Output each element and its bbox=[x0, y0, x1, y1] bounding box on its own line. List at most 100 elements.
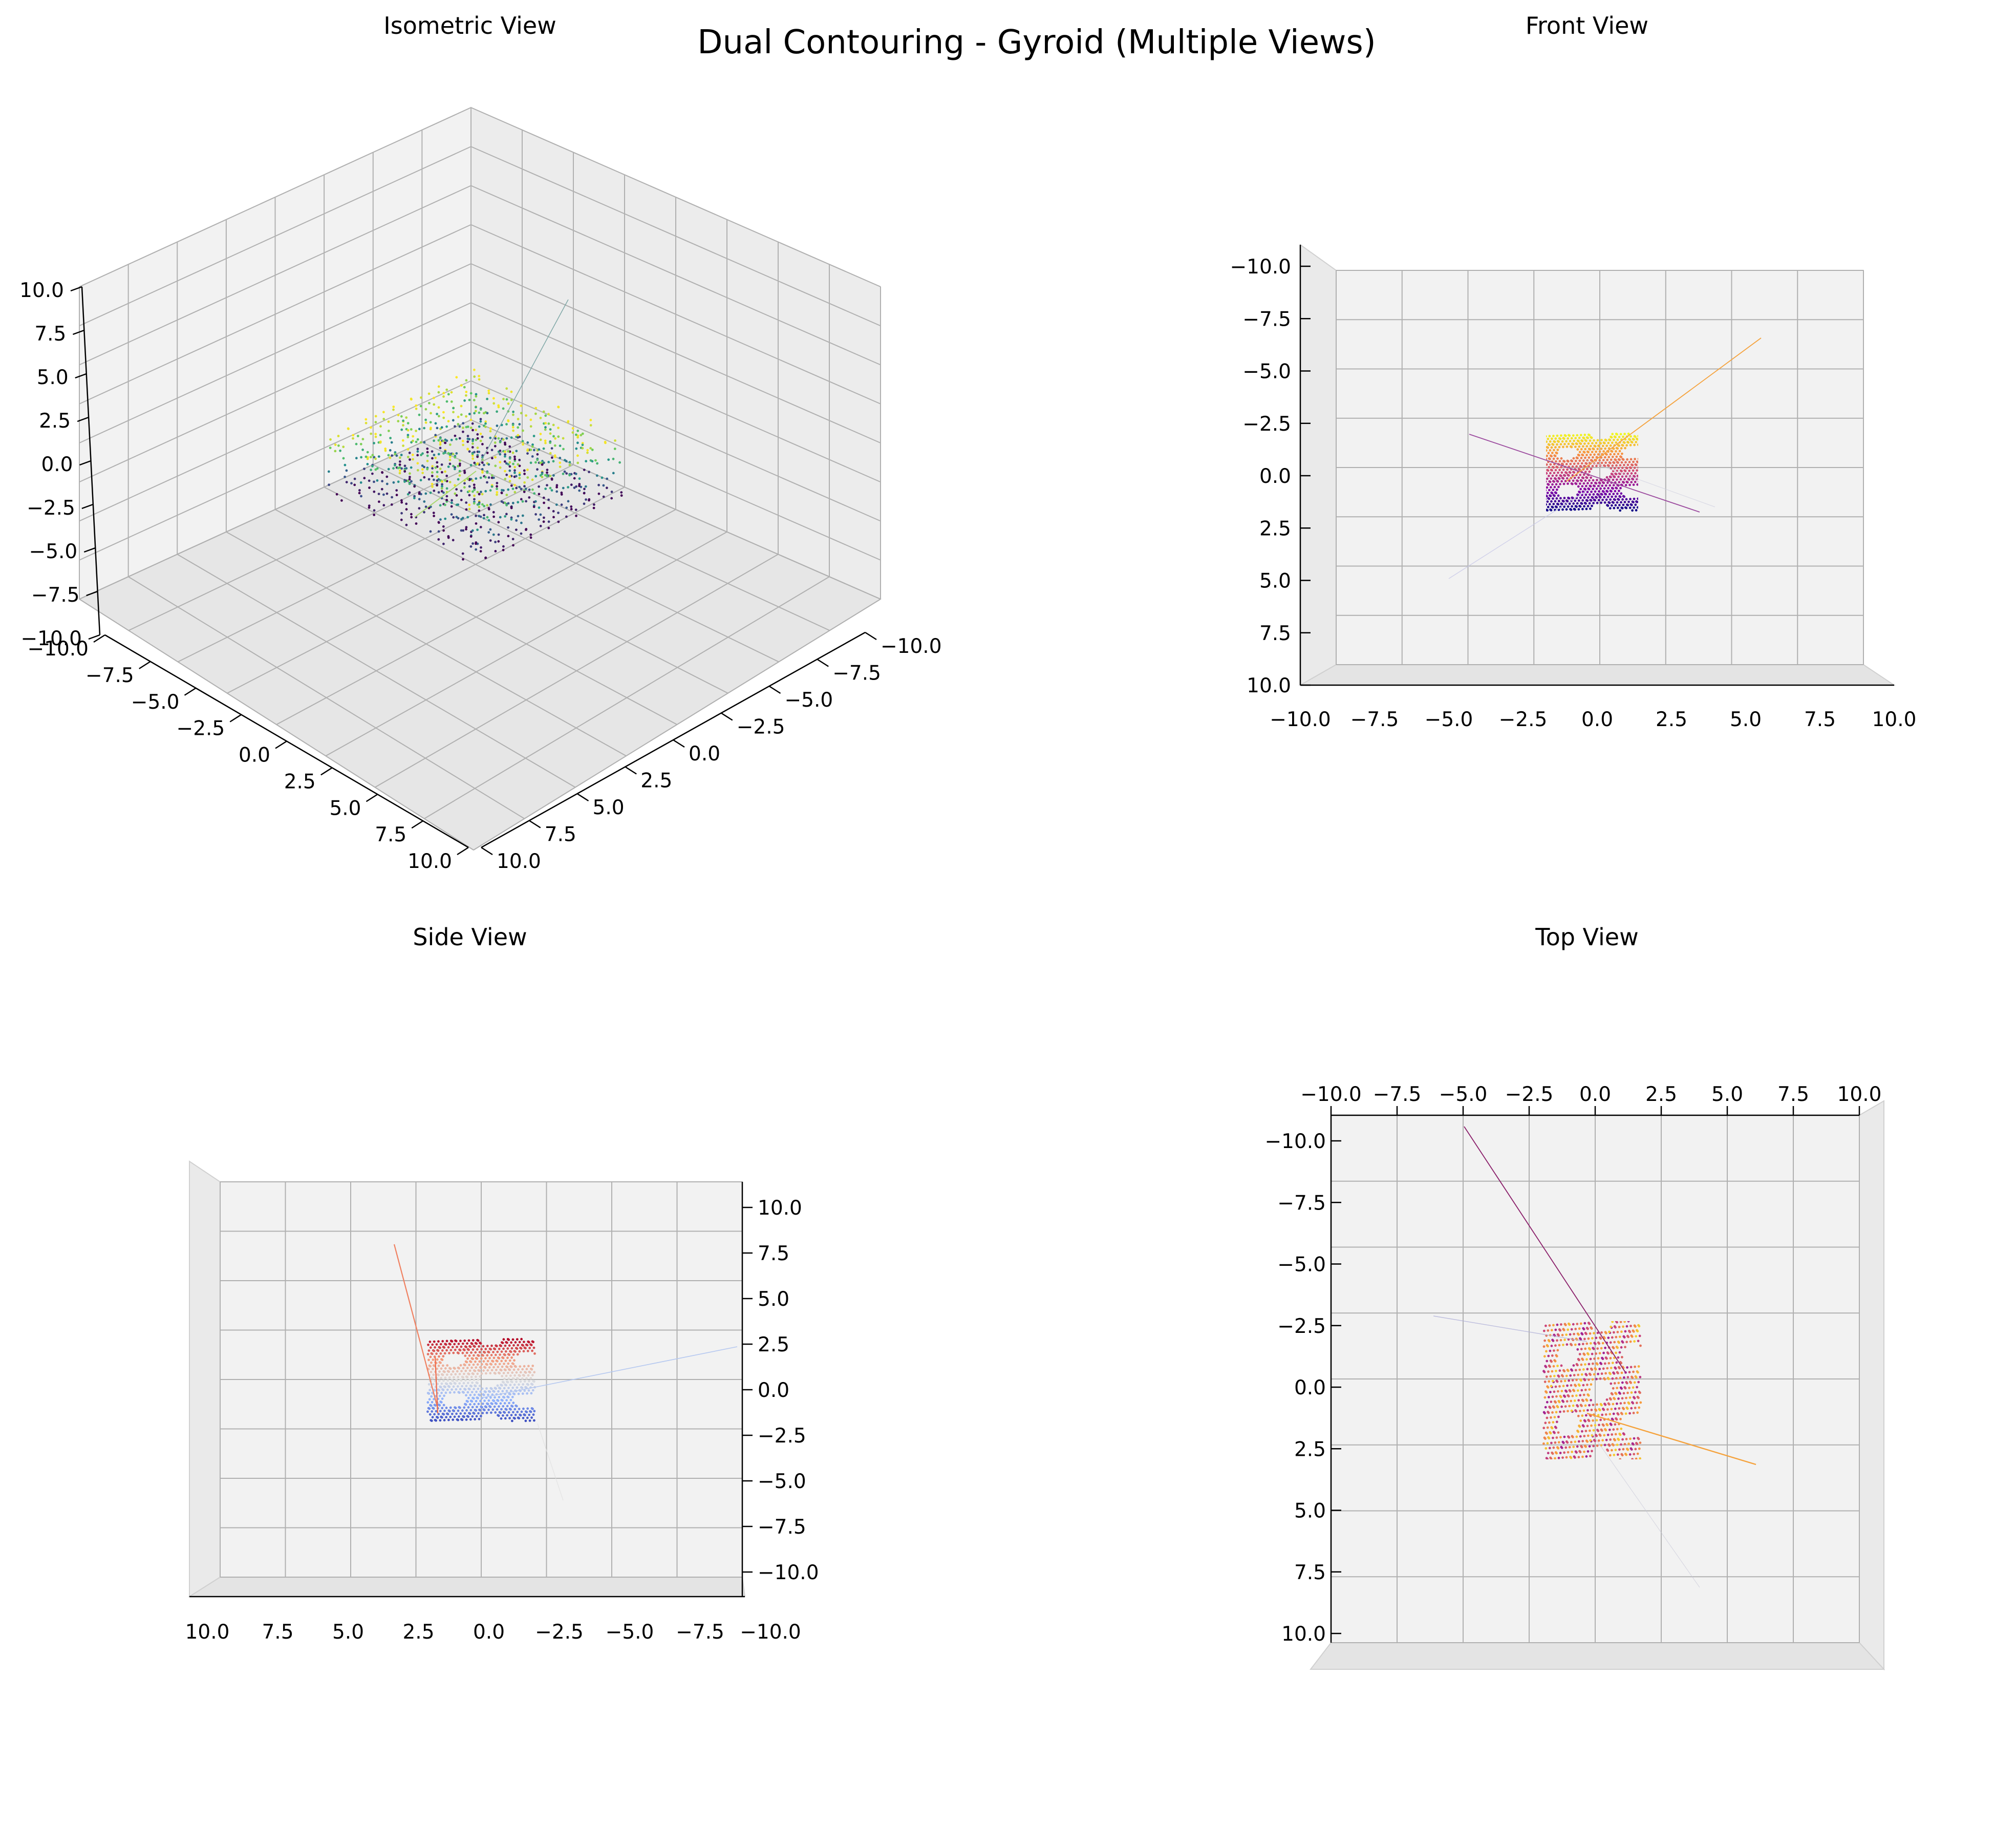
iso-mesh-vertex bbox=[410, 480, 413, 483]
side-mesh-vertex bbox=[512, 1353, 515, 1356]
front-mesh-vertex bbox=[1613, 453, 1616, 456]
iso-mesh-vertex bbox=[344, 463, 347, 466]
top-mesh-vertex bbox=[1560, 1405, 1563, 1408]
iso-mesh-vertex bbox=[494, 441, 497, 444]
side-mesh-vertex bbox=[446, 1379, 449, 1382]
iso-mesh-vertex bbox=[592, 506, 595, 509]
front-mesh-vertex bbox=[1591, 464, 1594, 468]
front-mesh-vertex bbox=[1567, 442, 1570, 445]
iso-mesh-vertex bbox=[389, 437, 392, 439]
front-mesh-vertex bbox=[1583, 487, 1586, 491]
front-mesh-vertex bbox=[1625, 498, 1628, 501]
side-mesh-vertex bbox=[433, 1404, 436, 1407]
side-mesh-vertex bbox=[522, 1383, 525, 1386]
iso-mesh-vertex bbox=[410, 466, 413, 469]
iso-mesh-vertex bbox=[450, 513, 453, 516]
iso-mesh-vertex bbox=[389, 449, 392, 452]
top-mesh-vertex bbox=[1578, 1450, 1581, 1453]
side-mesh-vertex bbox=[462, 1367, 465, 1370]
front-mesh-vertex bbox=[1593, 444, 1596, 448]
iso-mesh-vertex bbox=[515, 486, 518, 490]
top-mesh-vertex bbox=[1571, 1435, 1574, 1438]
side-mesh-vertex bbox=[476, 1372, 479, 1375]
side-mesh-vertex bbox=[489, 1363, 492, 1365]
front-mesh-vertex bbox=[1633, 497, 1636, 500]
front-mesh-vertex bbox=[1633, 466, 1636, 469]
iso-mesh-vertex bbox=[436, 413, 438, 415]
iso-z-tick bbox=[79, 460, 91, 466]
top-mesh-vertex bbox=[1553, 1333, 1556, 1336]
iso-mesh-vertex bbox=[347, 427, 350, 430]
side-mesh-vertex bbox=[469, 1418, 472, 1421]
top-mesh-vertex bbox=[1601, 1356, 1603, 1360]
iso-mesh-vertex bbox=[444, 503, 446, 506]
front-mesh-vertex bbox=[1580, 502, 1583, 505]
front-mesh-vertex bbox=[1552, 494, 1555, 497]
front-mesh-vertex bbox=[1617, 475, 1620, 478]
iso-mesh-vertex bbox=[327, 470, 330, 473]
front-mesh-vertex bbox=[1619, 486, 1622, 490]
top-mesh-vertex bbox=[1573, 1455, 1576, 1458]
top-mesh-vertex bbox=[1620, 1330, 1623, 1333]
iso-mesh-vertex bbox=[491, 457, 494, 460]
front-mesh-vertex bbox=[1546, 440, 1548, 443]
side-mesh-vertex bbox=[461, 1409, 464, 1412]
front-mesh-vertex bbox=[1631, 509, 1634, 512]
front-mesh-vertex bbox=[1628, 470, 1631, 472]
side-mesh-vertex bbox=[506, 1414, 509, 1417]
iso-mesh-vertex bbox=[424, 418, 427, 421]
side-mesh-vertex bbox=[448, 1367, 451, 1370]
top-mesh-vertex bbox=[1625, 1396, 1627, 1399]
iso-x-tick bbox=[93, 634, 105, 643]
front-mesh-vertex bbox=[1546, 508, 1548, 512]
iso-mesh-vertex bbox=[476, 433, 479, 436]
top-mesh-vertex bbox=[1556, 1405, 1559, 1408]
front-mesh-vertex bbox=[1558, 437, 1561, 440]
side-mesh-vertex bbox=[530, 1383, 533, 1386]
side-mesh-vertex bbox=[508, 1407, 511, 1410]
top-mesh-vertex bbox=[1604, 1331, 1607, 1334]
top-mesh-vertex bbox=[1627, 1321, 1630, 1323]
side-mesh-vertex bbox=[498, 1405, 500, 1408]
iso-z-tick bbox=[72, 329, 84, 335]
side-mesh-vertex bbox=[464, 1369, 467, 1372]
iso-mesh-vertex bbox=[437, 406, 440, 409]
iso-mesh-vertex bbox=[412, 439, 414, 442]
iso-mesh-vertex bbox=[458, 470, 461, 473]
iso-mesh-vertex bbox=[461, 439, 464, 442]
iso-mesh-vertex bbox=[433, 454, 436, 456]
front-stray-line bbox=[1566, 337, 1762, 482]
top-mesh-vertex bbox=[1570, 1368, 1573, 1371]
side-mesh-vertex bbox=[470, 1357, 474, 1360]
iso-mesh-vertex bbox=[473, 489, 476, 491]
top-mesh-vertex bbox=[1562, 1369, 1565, 1372]
side-mesh-vertex bbox=[502, 1372, 505, 1374]
front-mesh-vertex bbox=[1589, 444, 1592, 448]
top-mesh-vertex bbox=[1628, 1329, 1631, 1332]
side-mesh-vertex bbox=[475, 1390, 478, 1393]
side-mesh-vertex bbox=[520, 1337, 523, 1341]
iso-mesh-vertex bbox=[511, 487, 514, 490]
side-mesh-vertex bbox=[449, 1349, 453, 1352]
iso-mesh-vertex bbox=[478, 493, 481, 496]
front-mesh-vertex bbox=[1596, 448, 1599, 451]
front-mesh-vertex bbox=[1576, 479, 1579, 482]
iso-mesh-vertex bbox=[387, 468, 390, 471]
iso-mesh-vertex bbox=[423, 500, 426, 503]
iso-mesh-vertex bbox=[445, 400, 448, 403]
iso-mesh-vertex bbox=[514, 475, 518, 478]
iso-mesh-vertex bbox=[412, 435, 415, 438]
top-mesh-vertex bbox=[1584, 1373, 1588, 1376]
side-mesh-vertex bbox=[474, 1342, 477, 1345]
top-mesh-vertex bbox=[1603, 1377, 1605, 1380]
side-mesh-vertex bbox=[521, 1368, 524, 1371]
iso-mesh-vertex bbox=[471, 529, 474, 532]
iso-mesh-vertex bbox=[581, 443, 584, 447]
top-mesh-vertex bbox=[1582, 1352, 1585, 1355]
top-mesh-vertex bbox=[1609, 1438, 1612, 1441]
front-mesh-vertex bbox=[1554, 469, 1557, 472]
iso-mesh-vertex bbox=[442, 411, 445, 414]
front-mesh-vertex bbox=[1621, 452, 1623, 455]
iso-y-tick-label: −10.0 bbox=[881, 635, 942, 658]
front-mesh-vertex bbox=[1603, 496, 1606, 499]
